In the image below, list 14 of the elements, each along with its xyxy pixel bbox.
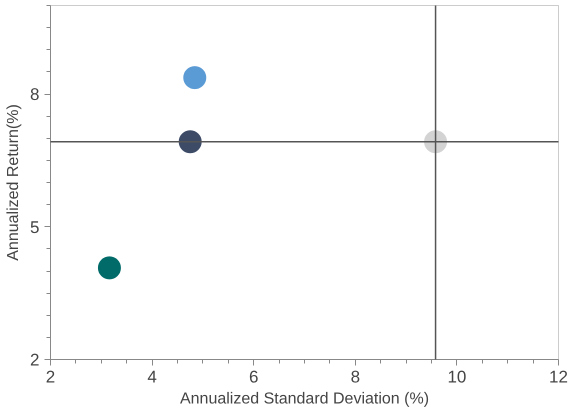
x-tick-label: 4 [147,368,157,386]
x-axis-title: Annualized Standard Deviation (%) [180,390,430,408]
x-tick-label: 2 [46,368,56,386]
x-tick-label: 8 [350,368,360,386]
x-tick-label: 12 [549,368,568,386]
x-tick-label: 6 [248,368,258,386]
point [178,130,202,154]
y-tick-label: 2 [30,350,40,370]
point [98,256,121,280]
x-tick-label: 10 [447,368,466,386]
y-axis-title: Annualized Return(%) [5,104,22,261]
point [183,66,206,90]
y-tick-label: 5 [30,218,40,237]
y-tick-label: 8 [30,85,40,104]
